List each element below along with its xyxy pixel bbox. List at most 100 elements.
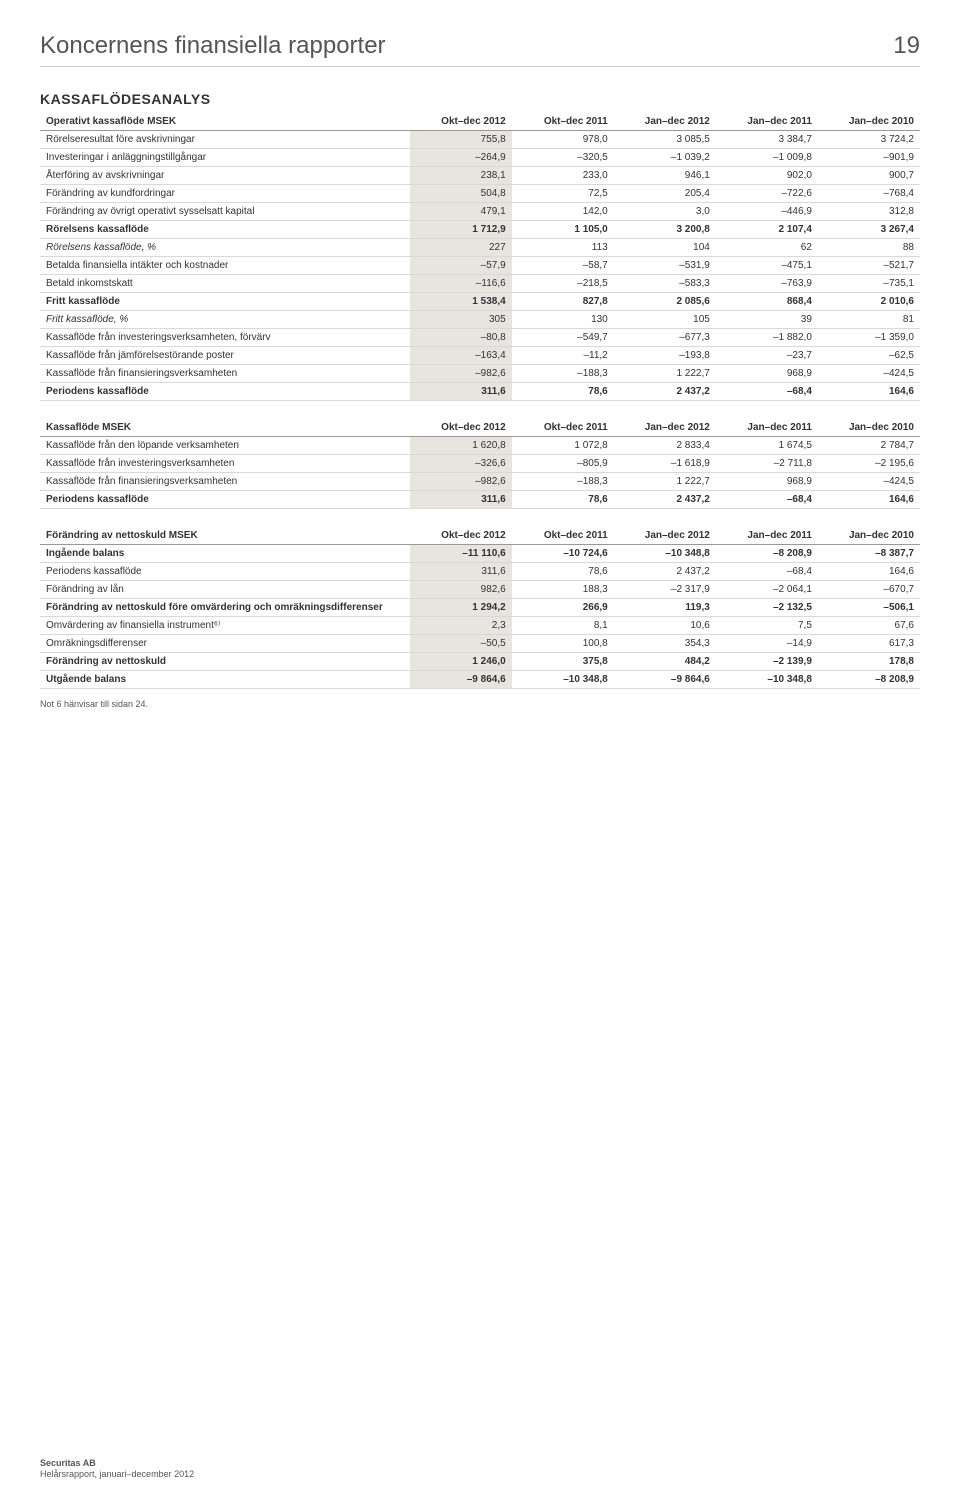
row-value: 2 437,2 (614, 491, 716, 509)
table-header-col: Jan–dec 2011 (716, 113, 818, 131)
page-footer: Securitas AB Helårsrapport, januari–dece… (40, 1458, 194, 1481)
row-value: 67,6 (818, 617, 920, 635)
row-value: 479,1 (410, 203, 512, 221)
row-value: –805,9 (512, 455, 614, 473)
row-value: –116,6 (410, 275, 512, 293)
row-value: –531,9 (614, 257, 716, 275)
row-value: 946,1 (614, 167, 716, 185)
row-value: –10 348,8 (716, 671, 818, 689)
row-value: 354,3 (614, 635, 716, 653)
row-value: –10 348,8 (614, 545, 716, 563)
row-label: Förändring av nettoskuld (40, 653, 410, 671)
row-value: 978,0 (512, 131, 614, 149)
row-value: 3,0 (614, 203, 716, 221)
table-row: Fritt kassaflöde1 538,4827,82 085,6868,4… (40, 293, 920, 311)
row-value: –2 064,1 (716, 581, 818, 599)
row-value: –2 317,9 (614, 581, 716, 599)
row-value: 7,5 (716, 617, 818, 635)
row-value: –326,6 (410, 455, 512, 473)
table-row: Förändring av nettoskuld1 246,0375,8484,… (40, 653, 920, 671)
table-row: Kassaflöde från finansieringsverksamhete… (40, 473, 920, 491)
table-row: Kassaflöde från den löpande verksamheten… (40, 437, 920, 455)
financial-table: Kassaflöde MSEKOkt–dec 2012Okt–dec 2011J… (40, 419, 920, 509)
row-value: –1 618,9 (614, 455, 716, 473)
table-row: Förändring av övrigt operativt sysselsat… (40, 203, 920, 221)
table-header-col: Okt–dec 2011 (512, 527, 614, 545)
row-label: Omräkningsdifferenser (40, 635, 410, 653)
row-value: –768,4 (818, 185, 920, 203)
row-value: –506,1 (818, 599, 920, 617)
row-value: –1 882,0 (716, 329, 818, 347)
row-value: 1 538,4 (410, 293, 512, 311)
row-value: –1 009,8 (716, 149, 818, 167)
row-value: 1 222,7 (614, 365, 716, 383)
row-label: Förändring av lån (40, 581, 410, 599)
row-label: Periodens kassaflöde (40, 491, 410, 509)
row-value: –8 387,7 (818, 545, 920, 563)
row-value: 2 784,7 (818, 437, 920, 455)
row-value: –264,9 (410, 149, 512, 167)
page-number: 19 (893, 32, 920, 60)
row-value: –9 864,6 (410, 671, 512, 689)
row-value: –14,9 (716, 635, 818, 653)
row-value: –163,4 (410, 347, 512, 365)
table-header-col: Okt–dec 2012 (410, 419, 512, 437)
row-value: 2 437,2 (614, 383, 716, 401)
table-row: Periodens kassaflöde311,678,62 437,2–68,… (40, 383, 920, 401)
row-label: Betalda finansiella intäkter och kostnad… (40, 257, 410, 275)
row-value: –62,5 (818, 347, 920, 365)
row-value: 484,2 (614, 653, 716, 671)
row-value: –583,3 (614, 275, 716, 293)
table-row: Betald inkomstskatt–116,6–218,5–583,3–76… (40, 275, 920, 293)
row-label: Kassaflöde från finansieringsverksamhete… (40, 473, 410, 491)
row-value: –549,7 (512, 329, 614, 347)
row-value: 3 384,7 (716, 131, 818, 149)
row-value: 3 724,2 (818, 131, 920, 149)
row-value: 375,8 (512, 653, 614, 671)
row-value: –763,9 (716, 275, 818, 293)
row-value: –80,8 (410, 329, 512, 347)
page-header: Koncernens finansiella rapporter 19 (40, 32, 920, 67)
table-header-col: Okt–dec 2012 (410, 527, 512, 545)
row-value: –446,9 (716, 203, 818, 221)
row-value: –901,9 (818, 149, 920, 167)
table-row: Rörelsens kassaflöde1 712,91 105,03 200,… (40, 221, 920, 239)
row-value: 78,6 (512, 383, 614, 401)
footnote-text: Not 6 hänvisar till sidan 24. (40, 699, 920, 709)
row-value: –218,5 (512, 275, 614, 293)
row-value: 78,6 (512, 491, 614, 509)
table-row: Periodens kassaflöde311,678,62 437,2–68,… (40, 563, 920, 581)
row-value: 1 222,7 (614, 473, 716, 491)
row-value: –722,6 (716, 185, 818, 203)
row-value: 1 294,2 (410, 599, 512, 617)
row-value: 311,6 (410, 563, 512, 581)
table-header-col: Jan–dec 2011 (716, 527, 818, 545)
row-label: Kassaflöde från investeringsverksamheten (40, 455, 410, 473)
row-value: 1 072,8 (512, 437, 614, 455)
row-label: Fritt kassaflöde (40, 293, 410, 311)
table-header-col: Okt–dec 2011 (512, 419, 614, 437)
row-label: Omvärdering av finansiella instrument⁶⁾ (40, 617, 410, 635)
row-value: 8,1 (512, 617, 614, 635)
row-value: –1 359,0 (818, 329, 920, 347)
row-value: 312,8 (818, 203, 920, 221)
row-value: –8 208,9 (716, 545, 818, 563)
footer-report-line: Helårsrapport, januari–december 2012 (40, 1469, 194, 1481)
table-header-col: Jan–dec 2010 (818, 419, 920, 437)
row-label: Rörelsens kassaflöde (40, 221, 410, 239)
table-row: Omvärdering av finansiella instrument⁶⁾2… (40, 617, 920, 635)
table-row: Investeringar i anläggningstillgångar–26… (40, 149, 920, 167)
row-value: –11 110,6 (410, 545, 512, 563)
row-label: Betald inkomstskatt (40, 275, 410, 293)
row-value: 266,9 (512, 599, 614, 617)
row-value: 39 (716, 311, 818, 329)
row-value: 617,3 (818, 635, 920, 653)
row-value: –68,4 (716, 563, 818, 581)
row-value: 88 (818, 239, 920, 257)
row-value: 504,8 (410, 185, 512, 203)
row-value: –424,5 (818, 473, 920, 491)
row-value: –58,7 (512, 257, 614, 275)
row-value: 227 (410, 239, 512, 257)
row-value: 311,6 (410, 383, 512, 401)
table-header-col: Jan–dec 2011 (716, 419, 818, 437)
